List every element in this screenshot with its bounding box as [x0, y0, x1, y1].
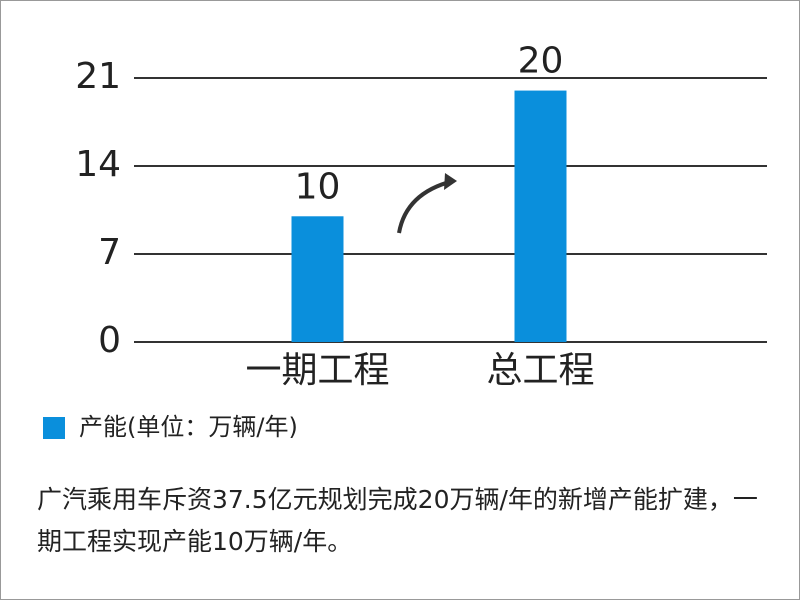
- y-tick-label: 7: [98, 232, 121, 273]
- bar: [291, 216, 344, 342]
- y-tick-label: 21: [75, 56, 121, 97]
- x-tick-label: 一期工程: [245, 350, 389, 391]
- y-tick-label: 0: [98, 320, 121, 361]
- caption: 广汽乘用车斥资37.5亿元规划完成20万辆/年的新增产能扩建，一期工程实现产能1…: [37, 485, 758, 556]
- value-label: 10: [295, 166, 341, 207]
- chart: 0 7 14 21 一期工程 10 总工程 20 产能(单位：万辆/年): [43, 41, 767, 441]
- y-tick-label: 14: [75, 144, 121, 185]
- value-label: 20: [518, 41, 564, 82]
- arrow: [397, 179, 454, 234]
- bar: [514, 90, 567, 342]
- legend-swatch: [43, 417, 65, 439]
- arrow-head: [444, 173, 457, 190]
- x-tick-label: 总工程: [486, 350, 594, 391]
- legend-label: 产能(单位：万辆/年): [79, 413, 298, 441]
